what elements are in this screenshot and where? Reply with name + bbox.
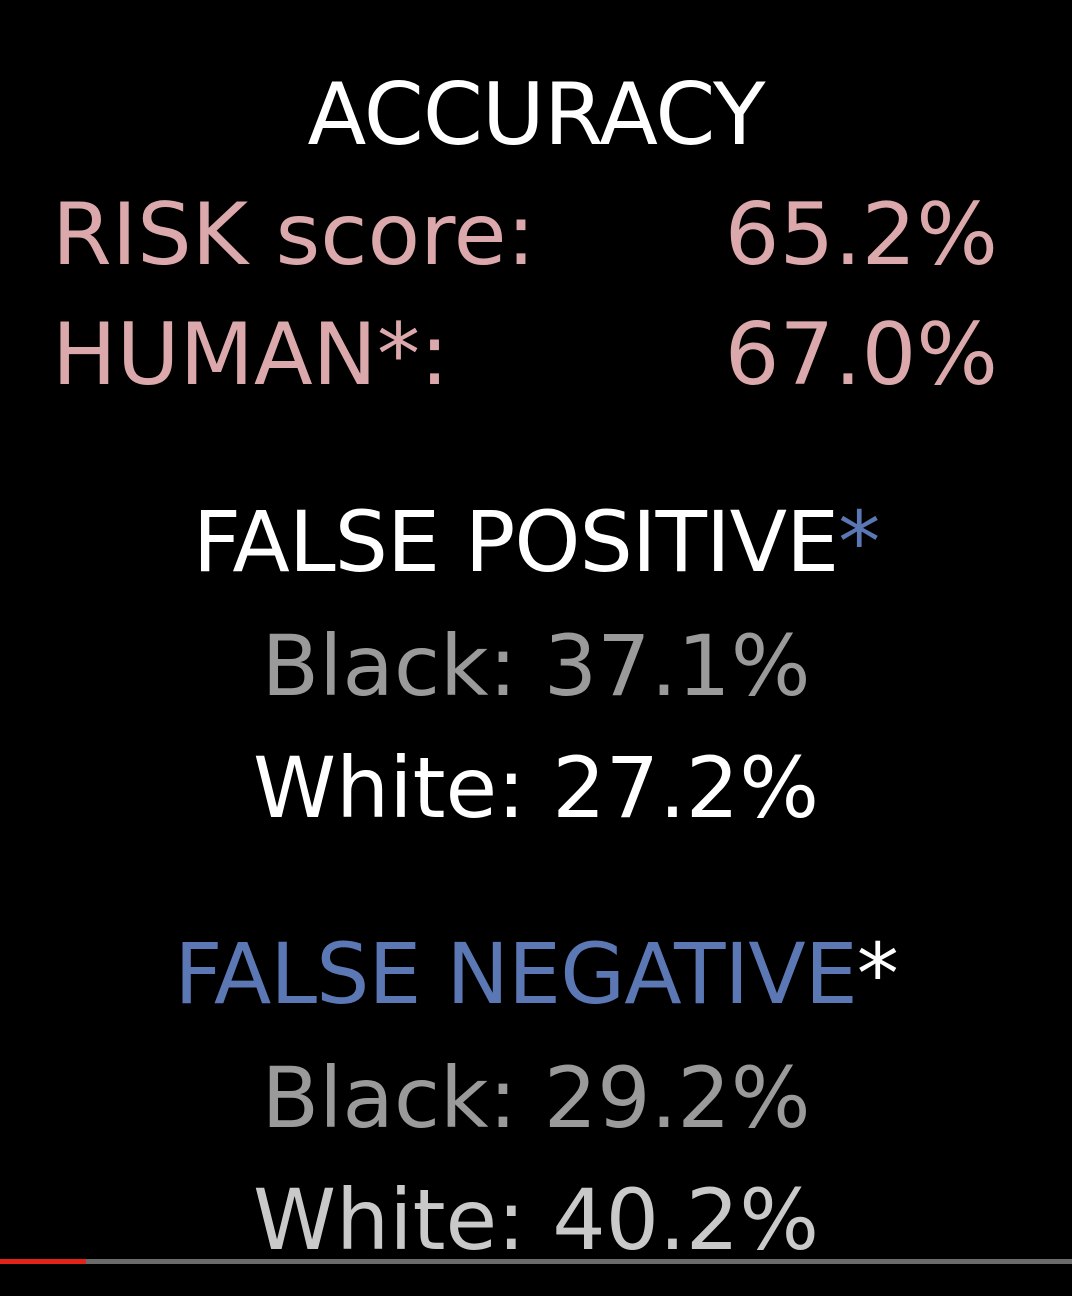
false-negative-title: FALSE NEGATIVE (174, 925, 858, 1023)
false-positive-heading: FALSE POSITIVE* (0, 500, 1072, 584)
video-progress-bar[interactable] (0, 1259, 1072, 1264)
risk-score-label: RISK score: (52, 185, 536, 285)
false-positive-white: White: 27.2% (252, 739, 820, 837)
human-row: HUMAN*: 67.0% (52, 312, 998, 412)
false-positive-title: FALSE POSITIVE (192, 493, 839, 591)
human-label: HUMAN*: (52, 305, 449, 405)
risk-score-row: RISK score: 65.2% (52, 192, 998, 292)
risk-score-value: 65.2% (724, 185, 998, 285)
accuracy-heading: ACCURACY (307, 65, 765, 165)
false-negative-heading: FALSE NEGATIVE* (0, 932, 1072, 1016)
false-positive-black: Black: 37.1% (261, 617, 811, 715)
false-negative-black: Black: 29.2% (261, 1049, 811, 1147)
video-progress-played (0, 1259, 86, 1264)
false-negative-white: White: 40.2% (252, 1171, 820, 1269)
false-negative-asterisk: * (856, 925, 899, 1023)
false-positive-asterisk: * (838, 493, 880, 591)
human-value: 67.0% (724, 305, 998, 405)
